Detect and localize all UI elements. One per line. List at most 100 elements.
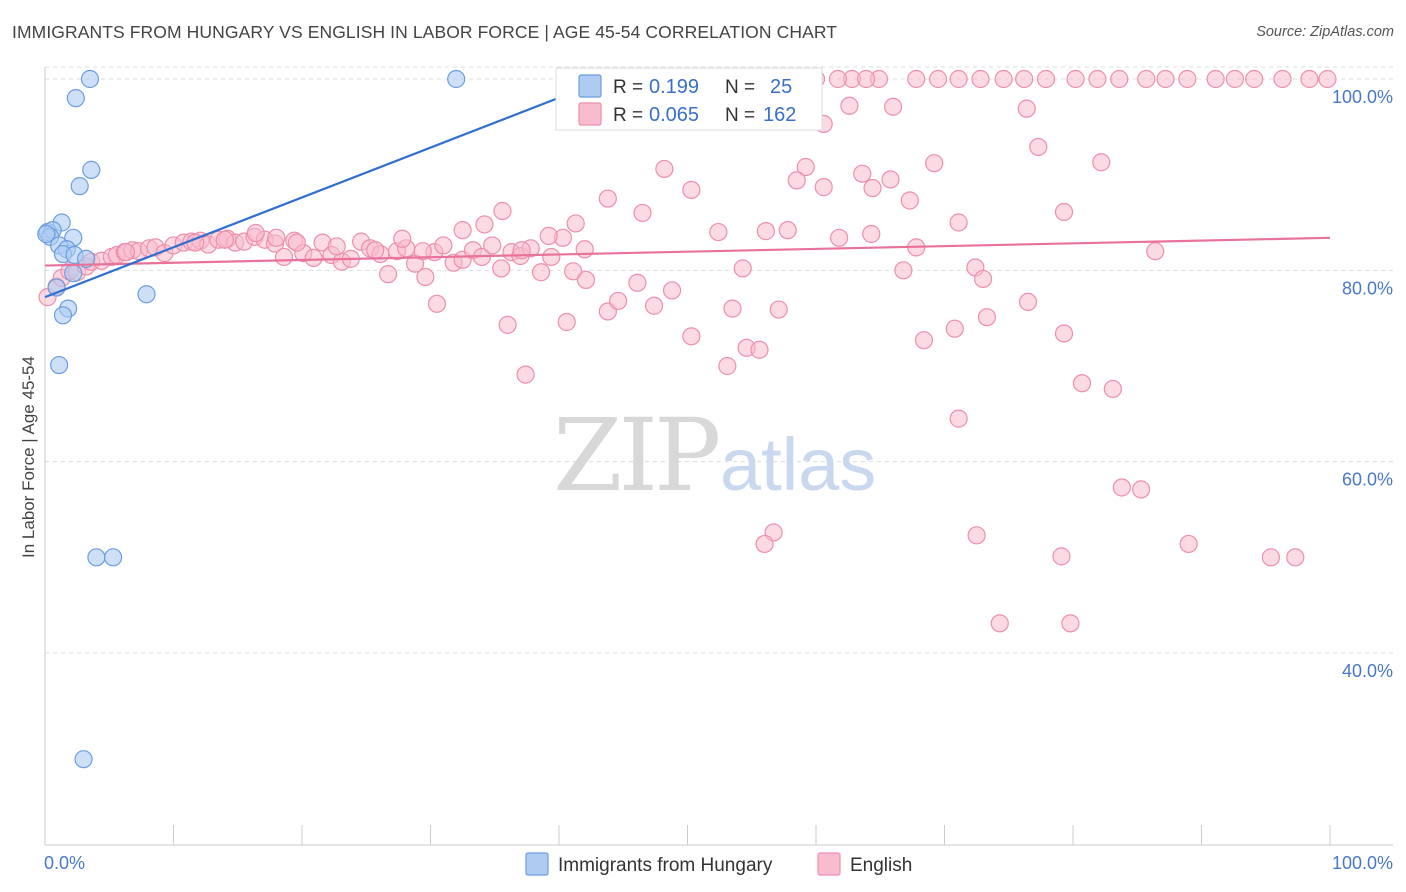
- english-point: [434, 236, 453, 255]
- r-value: 0.199: [649, 76, 699, 98]
- english-point: [1066, 69, 1085, 89]
- english-point: [633, 203, 652, 223]
- english-point: [655, 159, 674, 179]
- hungary-point: [104, 548, 123, 567]
- english-point: [769, 300, 788, 319]
- hungary-point: [53, 306, 73, 325]
- hungary-point: [74, 750, 93, 769]
- english-point: [1206, 69, 1225, 89]
- english-point: [539, 226, 558, 245]
- english-point: [787, 171, 806, 190]
- english-point: [796, 157, 815, 177]
- series-legend-label-english: English: [850, 855, 912, 876]
- r-label: R =: [613, 77, 643, 98]
- english-point: [1017, 99, 1036, 118]
- n-value: 162: [763, 104, 796, 126]
- english-point: [1286, 548, 1305, 567]
- english-point: [1146, 242, 1165, 261]
- english-point: [557, 312, 576, 332]
- english-point: [1156, 69, 1175, 89]
- english-point: [840, 96, 859, 115]
- english-point: [116, 243, 136, 262]
- english-point: [483, 236, 502, 255]
- english-point: [1245, 69, 1264, 89]
- r-value: 0.065: [649, 104, 699, 126]
- english-point: [287, 233, 306, 252]
- english-point: [914, 331, 934, 350]
- english-point: [994, 69, 1013, 89]
- english-point: [949, 213, 968, 232]
- english-point: [267, 228, 286, 247]
- english-point: [215, 230, 234, 249]
- english-point: [493, 201, 512, 221]
- english-point: [378, 265, 398, 284]
- trend-lines: [44, 94, 1331, 299]
- english-point: [1132, 480, 1151, 499]
- english-point: [304, 248, 323, 267]
- y-tick-label: 80.0%: [1342, 278, 1393, 298]
- series-legend-label-hungary: Immigrants from Hungary: [558, 855, 773, 876]
- english-point: [1178, 69, 1197, 89]
- english-point: [1036, 69, 1056, 89]
- gridlines: [45, 66, 1393, 654]
- english-point: [862, 224, 881, 244]
- english-point: [1300, 69, 1319, 89]
- english-points: [38, 69, 1337, 633]
- watermark-zip: ZIP: [553, 397, 718, 514]
- english-point: [413, 242, 432, 261]
- english-point: [1015, 69, 1034, 89]
- english-point: [531, 263, 551, 282]
- english-point: [828, 69, 847, 89]
- english-point: [564, 262, 583, 281]
- hungary-point: [82, 160, 101, 179]
- english-point: [475, 215, 494, 234]
- english-point: [1072, 374, 1092, 393]
- stats-legend-swatch-hungary: [578, 74, 602, 98]
- english-point: [566, 214, 585, 233]
- english-point: [863, 178, 882, 198]
- english-point: [778, 221, 797, 240]
- english-point: [1061, 614, 1080, 633]
- english-point: [1137, 69, 1156, 89]
- series-legend-swatch-english: [817, 852, 841, 876]
- n-label: N =: [725, 77, 755, 98]
- x-tick-labels: 0.0% 100.0%: [44, 853, 1393, 873]
- english-point: [977, 308, 997, 327]
- y-axis-label: In Labor Force | Age 45-54: [19, 356, 38, 558]
- english-point: [967, 526, 986, 545]
- english-point: [990, 614, 1009, 633]
- english-point: [883, 97, 903, 116]
- y-tick-labels: 40.0% 60.0% 80.0% 100.0%: [1332, 87, 1393, 681]
- english-point: [971, 69, 990, 89]
- english-point: [949, 69, 968, 89]
- english-point: [709, 222, 728, 242]
- english-point: [1179, 534, 1198, 554]
- english-point: [1092, 153, 1111, 172]
- english-point: [853, 164, 872, 183]
- english-point: [682, 327, 701, 346]
- n-label: N =: [725, 105, 755, 126]
- english-point: [682, 180, 701, 200]
- english-point: [756, 222, 775, 241]
- y-tick-label: 100.0%: [1332, 87, 1393, 107]
- english-point: [327, 237, 346, 256]
- hungary-point: [77, 249, 96, 268]
- watermark: ZIP atlas: [553, 397, 876, 514]
- english-point: [1261, 548, 1280, 567]
- english-point: [857, 69, 876, 89]
- english-point: [598, 189, 617, 208]
- english-point: [1029, 137, 1048, 157]
- english-point: [1052, 547, 1071, 566]
- english-point: [755, 534, 774, 554]
- english-point: [1018, 292, 1038, 312]
- source-credit: Source: ZipAtlas.com: [1256, 24, 1394, 40]
- english-point: [900, 191, 919, 210]
- english-point: [644, 296, 664, 315]
- hungary-point: [447, 69, 466, 89]
- stats-legend: R = 0.199 N = 25 R = 0.065 N = 162: [555, 67, 823, 131]
- english-point: [945, 319, 964, 338]
- english-point: [733, 259, 752, 278]
- english-point: [1054, 202, 1074, 222]
- y-tick-label: 60.0%: [1342, 470, 1393, 490]
